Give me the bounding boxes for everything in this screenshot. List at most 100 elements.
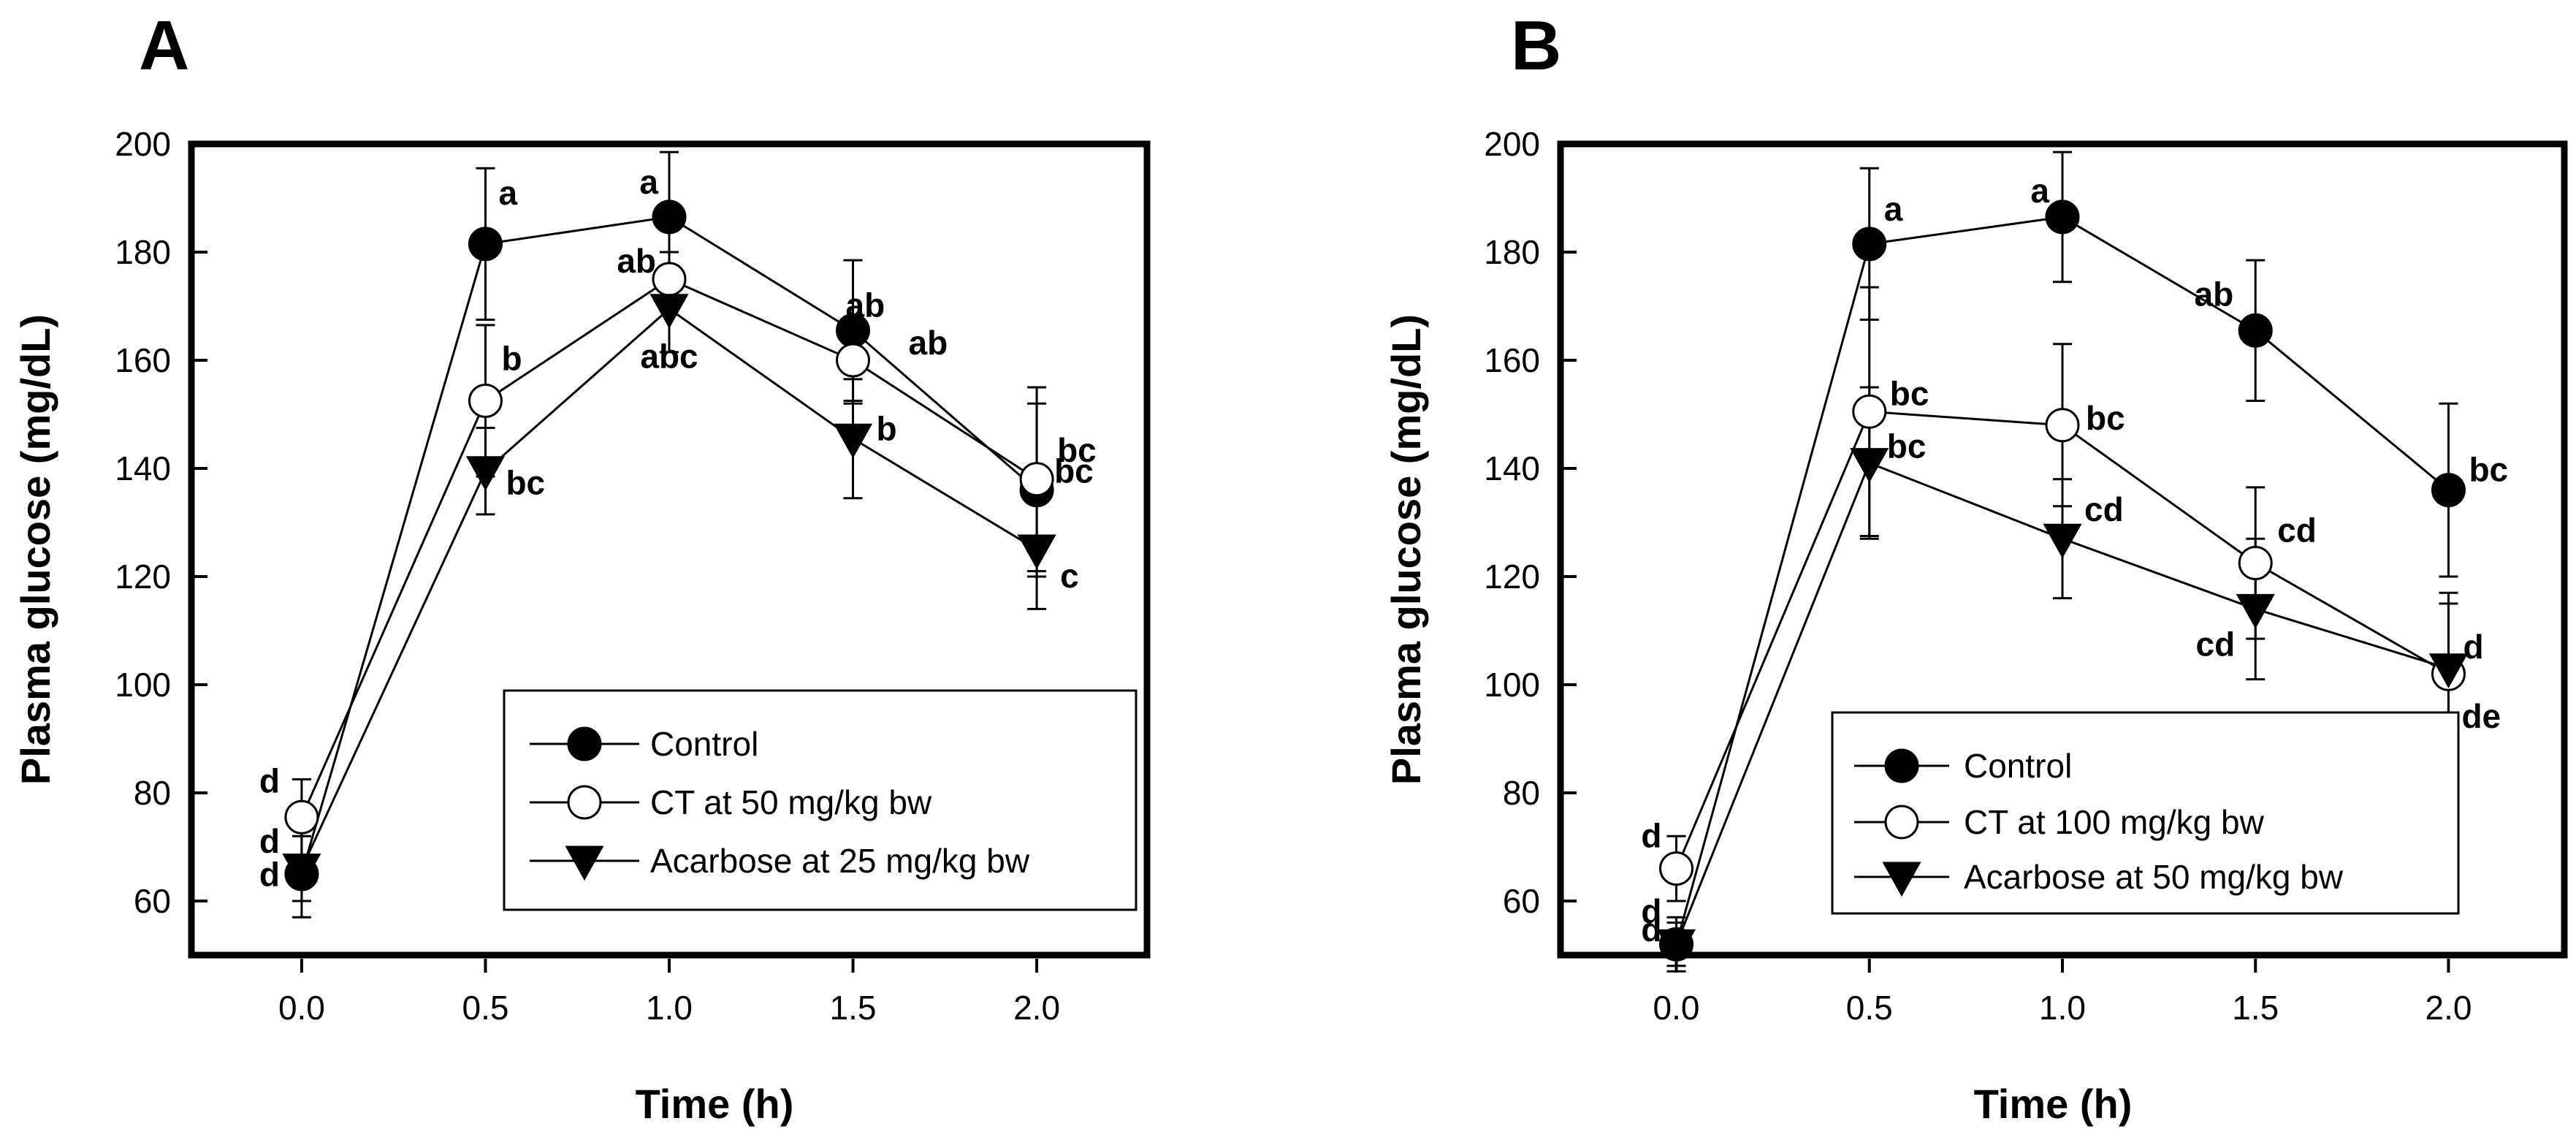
panel-a-legend-label: Control <box>650 725 758 763</box>
panel-b-x-tick-label: 0.0 <box>1653 989 1700 1027</box>
panel-a-legend: Control CT at 50 mg/kg bw Acarbose at 25 m… <box>503 689 1138 911</box>
panel-b-y-tick-label: 140 <box>1484 449 1540 487</box>
panel-a-significance-letter: b <box>501 340 522 378</box>
panel-b-x-ticks: 0.0 0.5 1.0 1.5 2.0 <box>1653 959 2472 1027</box>
panel-b-y-axis-title: Plasma glucose (mg/dL) <box>1383 314 1429 785</box>
panel-a-x-tick-label: 0.5 <box>462 989 508 1027</box>
panel-b-significance-letter: bc <box>1887 427 1927 465</box>
panel-b-y-tick-label: 180 <box>1484 233 1540 271</box>
panel-a-significance-letter: d <box>259 761 280 799</box>
panel-a-markers <box>282 199 1056 892</box>
panel-b-significance-letters: d a a ab bc d bc bc cd de d bc cd cd d <box>1641 172 2508 949</box>
panel-a-x-axis-title: Time (h) <box>636 1081 794 1127</box>
panel-b-significance-letter: d <box>1641 892 1661 930</box>
panel-a-y-tick-label: 60 <box>134 882 171 920</box>
panel-b-y-tick-label: 200 <box>1484 125 1540 163</box>
panel-a-significance-letter: b <box>877 409 897 447</box>
panel-b-point-open-circle <box>1852 394 1887 429</box>
panel-a-significance-letter: bc <box>1057 431 1097 469</box>
panel-a-y-tick-label: 200 <box>115 125 171 163</box>
panel-a-significance-letter: d <box>259 856 280 894</box>
panel-a-plot-frame <box>188 140 1151 959</box>
panel-b-significance-letter: bc <box>2469 451 2508 489</box>
panel-a-y-ticks: 60 80 100 120 140 160 180 200 <box>115 125 207 920</box>
panel-b-letter: B <box>1511 7 1561 85</box>
panel-b-legend-marker-open-circle <box>1884 805 1919 840</box>
panel-a-point-filled-circle <box>468 227 503 262</box>
panel-a-point-filled-triangle-down <box>1017 534 1056 570</box>
panel-a-significance-letter: bc <box>1054 452 1094 490</box>
panel-b-significance-letter: de <box>2461 697 2501 735</box>
panel-b-plot-frame <box>1557 140 2568 959</box>
panel-b-point-filled-triangle-down <box>1656 929 1696 965</box>
panel-b-point-open-circle <box>1659 851 1694 886</box>
panel-b-significance-letter: d <box>1641 817 1661 855</box>
panel-a-point-filled-triangle-down <box>649 294 689 329</box>
panel-b-legend-marker-filled-triangle-down <box>1882 862 1921 897</box>
panel-b-legend: Control CT at 100 mg/kg bw Acarbose at 50 … <box>1831 711 2460 915</box>
panel-b-x-tick-label: 1.0 <box>2039 989 2086 1027</box>
panel-a-point-filled-triangle-down <box>465 456 506 491</box>
panel-a-legend-marker-filled-circle <box>567 726 602 761</box>
panel-b-point-filled-circle <box>2238 313 2273 348</box>
panel-a-y-tick-label: 120 <box>115 558 171 596</box>
panel-b-x-tick-label: 1.5 <box>2232 989 2279 1027</box>
panel-a-x-tick-label: 1.0 <box>646 989 693 1027</box>
panel-b-markers <box>1656 199 2469 965</box>
panel-b-x-tick-label: 0.5 <box>1846 989 1893 1027</box>
panel-b-point-filled-triangle-down <box>1850 448 1889 483</box>
panel-b-point-open-circle <box>2045 408 2080 443</box>
panel-a-point-open-circle <box>1019 462 1054 497</box>
panel-a-significance-letter: ab <box>909 324 948 362</box>
panel-b-point-filled-circle <box>2045 199 2080 235</box>
panel-a: A Time (h) Plasma glucose (mg/dL) 0.0 0.5… <box>12 7 1151 1127</box>
panel-a-point-open-circle <box>284 799 319 835</box>
panel-a-point-filled-triangle-down <box>282 854 321 889</box>
panel-b-significance-letter: bc <box>2086 399 2125 437</box>
panel-a-point-filled-circle <box>652 199 687 235</box>
panel-b-significance-letter: a <box>2030 172 2049 210</box>
panel-a-legend-marker-open-circle <box>567 785 602 820</box>
panel-a-legend-marker-filled-triangle-down <box>565 845 604 881</box>
panel-b-significance-letter: cd <box>2084 490 2124 528</box>
panel-b-y-tick-label: 60 <box>1503 882 1540 920</box>
panel-b-legend-label: CT at 100 mg/kg bw <box>1964 803 2265 841</box>
panel-a-x-tick-label: 1.5 <box>830 989 877 1027</box>
panel-a-significance-letter: ab <box>617 242 656 280</box>
panel-b-point-filled-triangle-down <box>2043 523 2082 559</box>
panel-b-point-filled-triangle-down <box>2428 653 2469 688</box>
panel-a-significance-letter: ab <box>846 286 885 324</box>
panel-b-significance-letter: bc <box>1890 374 1929 412</box>
panel-b-significance-letter: ab <box>2195 275 2234 313</box>
panel-a-point-open-circle <box>652 262 687 297</box>
panel-a-y-tick-label: 140 <box>115 449 171 487</box>
panel-b-legend-label: Acarbose at 50 mg/kg bw <box>1964 858 2344 896</box>
panel-a-x-tick-label: 0.0 <box>278 989 325 1027</box>
panel-a-significance-letter: d <box>259 822 280 860</box>
panel-b-legend-box <box>1831 711 2460 915</box>
panel-b-x-tick-label: 2.0 <box>2425 989 2472 1027</box>
panel-b: B Time (h) Plasma glucose (mg/dL) 0.0 0.5… <box>1383 7 2568 1127</box>
panel-b-significance-letter: a <box>1884 190 1903 228</box>
panel-a-y-tick-label: 100 <box>115 666 171 704</box>
panel-b-significance-letter: cd <box>2196 625 2236 663</box>
panel-a-point-filled-triangle-down <box>833 423 873 459</box>
panel-a-legend-label: CT at 50 mg/kg bw <box>650 783 932 821</box>
panel-b-significance-letter: d <box>1641 911 1661 949</box>
panel-a-point-open-circle <box>468 384 503 418</box>
panel-b-y-tick-label: 100 <box>1484 666 1540 704</box>
panel-a-y-tick-label: 160 <box>115 341 171 379</box>
panel-a-significance-letter: a <box>498 174 517 212</box>
panel-a-legend-box <box>503 689 1138 911</box>
panel-a-legend-label: Acarbose at 25 mg/kg bw <box>650 842 1030 880</box>
panel-b-y-tick-label: 120 <box>1484 558 1540 596</box>
panel-b-y-tick-label: 80 <box>1503 774 1540 812</box>
panel-b-legend-label: Control <box>1964 747 2072 785</box>
panel-b-significance-letter: cd <box>2277 512 2317 550</box>
panel-a-significance-letter: a <box>639 163 658 201</box>
panel-b-legend-marker-filled-circle <box>1884 748 1919 783</box>
panel-a-y-tick-label: 180 <box>115 233 171 271</box>
panel-b-x-axis-title: Time (h) <box>1974 1081 2133 1127</box>
